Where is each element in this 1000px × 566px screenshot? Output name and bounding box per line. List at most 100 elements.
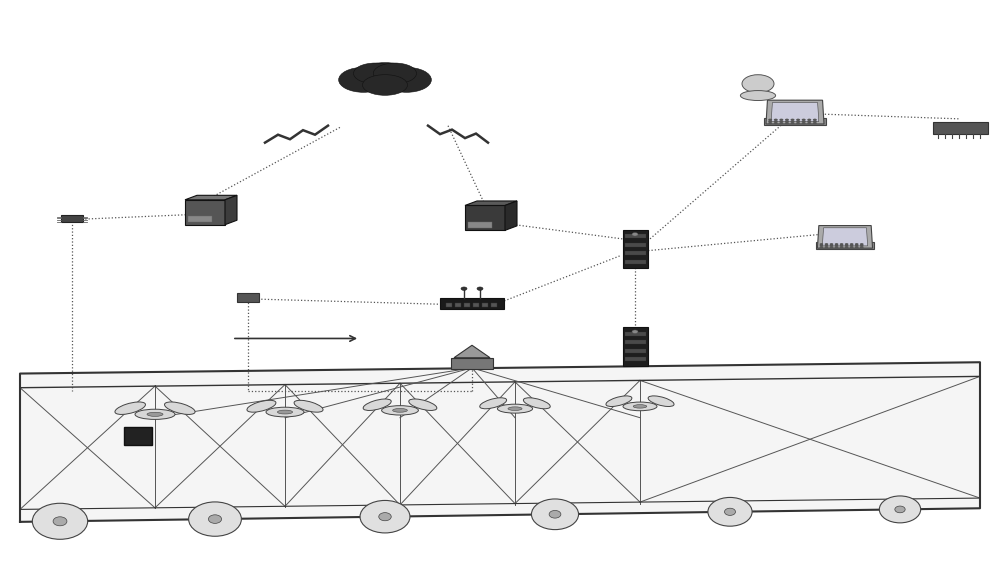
Bar — [622, 327, 648, 366]
Bar — [764, 118, 826, 125]
Ellipse shape — [115, 402, 145, 414]
Bar — [624, 332, 646, 336]
Circle shape — [830, 246, 833, 248]
Circle shape — [850, 243, 854, 245]
Polygon shape — [225, 195, 237, 225]
Circle shape — [825, 243, 828, 245]
Circle shape — [825, 246, 828, 248]
Circle shape — [845, 243, 849, 245]
Polygon shape — [185, 200, 225, 225]
Ellipse shape — [165, 402, 195, 414]
Circle shape — [835, 243, 838, 245]
Circle shape — [774, 121, 778, 123]
Circle shape — [461, 287, 467, 290]
Ellipse shape — [32, 503, 88, 539]
Circle shape — [850, 246, 854, 248]
Ellipse shape — [531, 499, 579, 530]
Ellipse shape — [339, 67, 388, 92]
Circle shape — [820, 243, 823, 245]
Circle shape — [785, 122, 789, 125]
Bar — [624, 243, 646, 247]
Circle shape — [850, 245, 854, 247]
Ellipse shape — [409, 399, 437, 410]
Ellipse shape — [523, 398, 550, 409]
Ellipse shape — [266, 407, 304, 417]
Bar — [454, 303, 460, 307]
Circle shape — [825, 245, 828, 247]
Ellipse shape — [740, 91, 776, 101]
Bar — [816, 242, 874, 248]
Circle shape — [768, 122, 772, 125]
Circle shape — [835, 245, 838, 247]
Ellipse shape — [549, 511, 561, 518]
Circle shape — [860, 246, 864, 248]
Circle shape — [845, 246, 849, 248]
Polygon shape — [771, 102, 819, 122]
Circle shape — [768, 119, 772, 121]
Circle shape — [774, 122, 778, 125]
Bar — [624, 260, 646, 264]
Circle shape — [840, 243, 843, 245]
Bar — [482, 303, 488, 307]
Bar — [451, 358, 493, 369]
Polygon shape — [185, 195, 237, 200]
Circle shape — [813, 121, 817, 123]
Circle shape — [791, 121, 795, 123]
Circle shape — [785, 121, 789, 123]
Circle shape — [779, 119, 783, 121]
Circle shape — [820, 245, 823, 247]
Ellipse shape — [382, 67, 431, 92]
Bar — [473, 303, 479, 307]
Ellipse shape — [879, 496, 921, 523]
Circle shape — [802, 119, 806, 121]
Ellipse shape — [708, 498, 752, 526]
Polygon shape — [822, 228, 868, 246]
Ellipse shape — [147, 412, 163, 417]
Polygon shape — [454, 345, 490, 358]
Ellipse shape — [135, 409, 175, 419]
Polygon shape — [505, 201, 517, 230]
Ellipse shape — [189, 502, 241, 536]
Circle shape — [742, 75, 774, 93]
Ellipse shape — [208, 515, 222, 524]
Polygon shape — [766, 100, 824, 124]
Ellipse shape — [353, 63, 397, 84]
Bar — [237, 293, 259, 302]
Ellipse shape — [362, 75, 408, 95]
Circle shape — [796, 121, 800, 123]
Ellipse shape — [294, 400, 323, 412]
Ellipse shape — [379, 513, 391, 521]
Circle shape — [807, 122, 811, 125]
Ellipse shape — [53, 517, 67, 526]
Ellipse shape — [724, 508, 736, 516]
Circle shape — [768, 121, 772, 123]
Bar — [622, 230, 648, 268]
Ellipse shape — [648, 396, 674, 406]
Circle shape — [830, 245, 833, 247]
Circle shape — [477, 287, 483, 290]
Ellipse shape — [373, 63, 417, 84]
Ellipse shape — [497, 404, 533, 413]
Circle shape — [632, 233, 638, 236]
Circle shape — [779, 122, 783, 125]
Ellipse shape — [354, 63, 416, 93]
Ellipse shape — [247, 400, 276, 412]
Bar — [624, 349, 646, 353]
Bar — [464, 303, 470, 307]
Polygon shape — [817, 225, 873, 248]
Circle shape — [785, 119, 789, 121]
Circle shape — [845, 245, 849, 247]
Bar — [188, 216, 212, 222]
Bar — [624, 340, 646, 344]
Ellipse shape — [363, 399, 391, 410]
Circle shape — [796, 119, 800, 121]
Polygon shape — [465, 205, 505, 230]
Ellipse shape — [623, 402, 657, 411]
Bar — [624, 357, 646, 361]
Ellipse shape — [895, 506, 905, 513]
Ellipse shape — [382, 406, 418, 415]
Circle shape — [791, 122, 795, 125]
Circle shape — [820, 246, 823, 248]
Polygon shape — [20, 362, 980, 522]
Polygon shape — [124, 427, 152, 445]
